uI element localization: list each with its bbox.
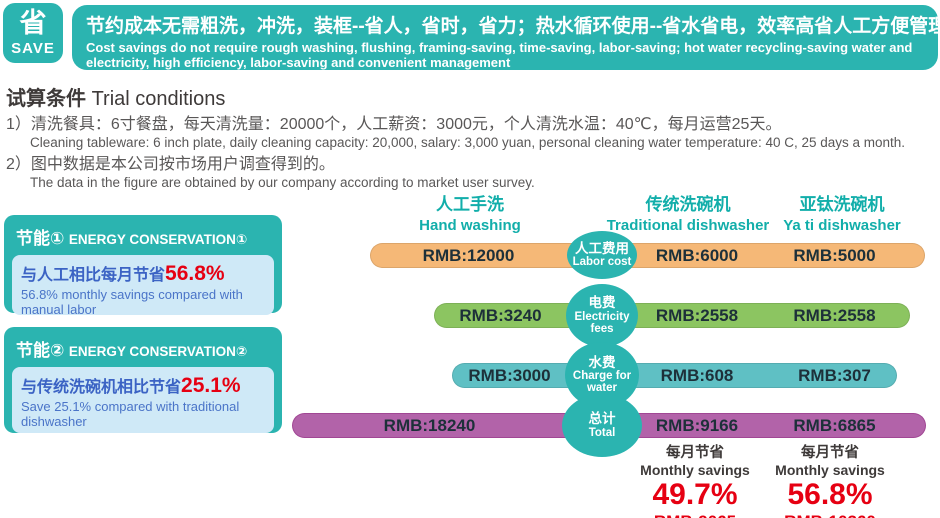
column-header-traditional-dishwasher: 传统洗碗机 Traditional dishwasher: [578, 190, 798, 234]
column-header-2-en: Traditional dishwasher: [606, 217, 770, 234]
row-badge-4-en: Total: [588, 426, 616, 439]
value-water-traditional: RMB:608: [660, 366, 734, 385]
energy-box-2-title-en-text: ENERGY CONSERVATION②: [68, 344, 248, 359]
bar-labor-cost: [370, 243, 925, 268]
column-header-hand-washing: 人工手洗 Hand washing: [370, 190, 570, 234]
energy-box-2-value: 25.1%: [181, 374, 241, 397]
energy-box-1-body: 与人工相比每月节省56.8% 56.8% monthly savings com…: [12, 255, 274, 317]
energy-box-1-line1: 与人工相比每月节省56.8%: [21, 261, 265, 286]
row-badge-labor-cost: 人工费用 Labor cost: [567, 231, 637, 279]
value-total-yati: RMB:6865: [793, 416, 876, 435]
energy-box-2-line2: Save 25.1% compared with traditional dis…: [21, 399, 240, 429]
energy-box-1: 节能① ENERGY CONSERVATION① 与人工相比每月节省56.8% …: [4, 215, 282, 317]
savings-1-zh: 每月节省: [666, 445, 724, 461]
save-badge: 省 SAVE: [3, 3, 63, 63]
energy-box-2: 节能② ENERGY CONSERVATION② 与传统洗碗机相比节省25.1%…: [4, 327, 282, 433]
value-electricity-yati: RMB:2558: [793, 306, 876, 325]
energy-box-1-line1-zh: 与人工相比每月节省: [21, 267, 166, 284]
savings-traditional: 每月节省 Monthly savings 49.7% RMB:9065: [610, 441, 780, 518]
bar-water-charge: [452, 363, 897, 388]
header-title-zh: 节约成本无需粗洗，冲洗，装框--省人，省时，省力；热水循环使用--省水省电，效率…: [86, 16, 940, 37]
trial-conditions: 试算条件 Trial conditions 1）清洗餐具：6寸餐盘，每天清洗量：…: [6, 82, 926, 195]
energy-box-1-header: 节能① ENERGY CONSERVATION①: [12, 223, 274, 255]
column-header-3-en: Ya ti dishwasher: [783, 217, 901, 234]
row-badge-3-zh: 水费: [588, 354, 616, 370]
savings-1-percent: 49.7%: [652, 478, 738, 511]
energy-box-1-value: 56.8%: [165, 262, 225, 285]
value-electricity-traditional: RMB:2558: [655, 306, 739, 325]
savings-1-en: Monthly savings: [640, 462, 750, 478]
savings-2-percent: 56.8%: [787, 478, 873, 511]
energy-box-2-header: 节能② ENERGY CONSERVATION②: [12, 335, 274, 367]
value-labor-traditional: RMB:6000: [655, 246, 739, 265]
trial-conditions-title-en-text: Trial conditions: [91, 88, 226, 110]
condition-1-en: Cleaning tableware: 6 inch plate, daily …: [30, 135, 906, 150]
value-water-yati: RMB:307: [798, 366, 871, 385]
column-header-1-zh: 人工手洗: [436, 195, 504, 214]
column-header-3-zh: 亚钛洗碗机: [799, 195, 885, 214]
energy-box-2-title-zh: 节能②: [16, 341, 65, 360]
row-badge-water-charge: 水费 Charge for water: [565, 342, 639, 408]
row-badge-electricity-fees: 电费 Electricity fees: [566, 284, 638, 347]
energy-box-1-line2: 56.8% monthly savings compared with manu…: [21, 287, 243, 317]
value-labor-yati: RMB:5000: [793, 246, 876, 265]
savings-2-en: Monthly savings: [775, 462, 885, 478]
energy-box-1-title-zh: 节能①: [16, 229, 65, 248]
row-badge-total: 总计 Total: [562, 394, 642, 457]
condition-2-zh: 2）图中数据是本公司按市场用户调查得到的。: [6, 155, 335, 173]
value-total-traditional: RMB:9166: [655, 416, 739, 435]
trial-conditions-title-zh: 试算条件: [6, 88, 86, 110]
condition-2-en: The data in the figure are obtained by o…: [30, 174, 535, 190]
save-badge-en: SAVE: [11, 40, 55, 57]
value-electricity-hand: RMB:3240: [459, 306, 542, 325]
header-band: 节约成本无需粗洗，冲洗，装框--省人，省时，省力；热水循环使用--省水省电，效率…: [72, 5, 940, 71]
trial-conditions-title: 试算条件 Trial conditions: [6, 82, 926, 111]
value-labor-hand: RMB:12000: [422, 246, 515, 265]
header-title-en: Cost savings do not require rough washin…: [86, 40, 913, 71]
value-water-hand: RMB:3000: [468, 366, 551, 385]
energy-box-2-line1-zh: 与传统洗碗机相比节省: [21, 379, 182, 396]
row-badge-2-en: Electricity fees: [574, 310, 630, 335]
value-total-hand: RMB:18240: [383, 416, 476, 435]
savings-2-rmb: RMB:10360: [745, 512, 915, 518]
column-header-2-zh: 传统洗碗机: [645, 195, 731, 214]
row-badge-1-zh: 人工费用: [575, 240, 629, 256]
row-badge-4-zh: 总计: [588, 411, 616, 427]
row-badge-1-en: Labor cost: [572, 256, 632, 269]
energy-box-2-body: 与传统洗碗机相比节省25.1% Save 25.1% compared with…: [12, 367, 274, 433]
column-header-yati-dishwasher: 亚钛洗碗机 Ya ti dishwasher: [732, 190, 940, 234]
row-badge-3-en: Charge for water: [572, 370, 632, 395]
column-header-1-en: Hand washing: [419, 217, 521, 234]
energy-box-1-title-en-text: ENERGY CONSERVATION①: [68, 232, 248, 247]
energy-box-2-line1: 与传统洗碗机相比节省25.1%: [21, 373, 265, 398]
savings-yati: 每月节省 Monthly savings 56.8% RMB:10360: [745, 441, 915, 518]
row-badge-2-zh: 电费: [588, 295, 616, 311]
condition-1-zh: 1）清洗餐具：6寸餐盘，每天清洗量：20000个，人工薪资：3000元，个人清洗…: [6, 116, 782, 133]
savings-1-rmb: RMB:9065: [610, 512, 780, 518]
savings-2-zh: 每月节省: [801, 445, 859, 461]
bar-electricity-fees: [434, 303, 910, 328]
save-badge-zh: 省: [19, 8, 47, 38]
